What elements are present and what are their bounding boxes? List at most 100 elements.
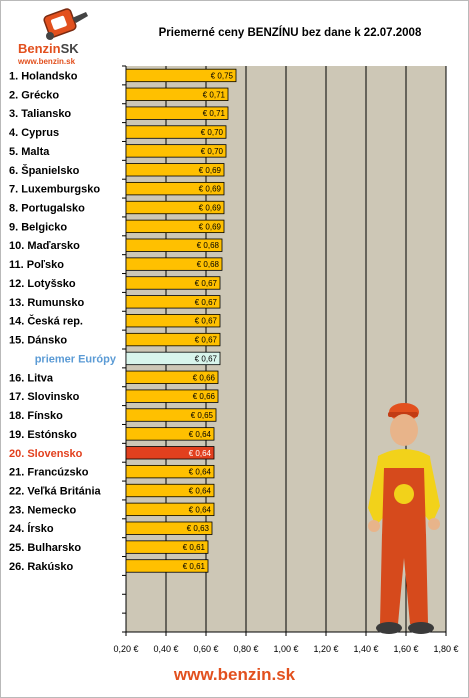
- bar: [125, 106, 229, 120]
- bar: [125, 257, 223, 271]
- bar: [125, 408, 217, 422]
- bar: [125, 351, 221, 366]
- bar-value-label: € 0,66: [193, 373, 216, 382]
- category-label: 13. Rumunsko: [9, 297, 84, 309]
- category-label: 5. Malta: [9, 146, 50, 158]
- bar-value-label: € 0,64: [189, 487, 212, 496]
- bar-value-label: € 0,67: [195, 317, 218, 326]
- category-label: 8. Portugalsko: [9, 203, 85, 215]
- bar-value-label: € 0,61: [183, 562, 206, 571]
- category-label: 25. Bulharsko: [9, 542, 81, 554]
- x-tick-label: 1,20 €: [313, 644, 338, 654]
- category-label: 12. Lotyšsko: [9, 278, 76, 290]
- bar: [125, 389, 219, 403]
- bar-value-label: € 0,71: [203, 90, 226, 99]
- category-label: 20. Slovensko: [9, 448, 83, 460]
- x-tick-label: 1,60 €: [393, 644, 418, 654]
- bar-value-label: € 0,65: [191, 411, 214, 420]
- bar-value-label: € 0,71: [203, 109, 226, 118]
- category-label: 6. Španielsko: [9, 164, 80, 177]
- logo-url: www.benzin.sk: [18, 57, 76, 66]
- x-tick-label: 0,20 €: [113, 644, 138, 654]
- bar-value-label: € 0,67: [195, 298, 218, 307]
- bar-value-label: € 0,69: [199, 166, 222, 175]
- x-tick-label: 1,00 €: [273, 644, 298, 654]
- category-label: 9. Belgicko: [9, 221, 67, 233]
- category-label: 15. Dánsko: [9, 335, 67, 347]
- bar-value-label: € 0,68: [197, 241, 220, 250]
- logo-brand: Benzin: [18, 41, 61, 56]
- benzin-logo[interactable]: BenzinSK www.benzin.sk: [12, 8, 102, 68]
- category-label: 19. Estónsko: [9, 429, 77, 441]
- bar-value-label: € 0,70: [201, 147, 224, 156]
- bar: [125, 464, 215, 479]
- category-label: 3. Taliansko: [9, 108, 71, 120]
- bar: [125, 68, 237, 83]
- category-label: 10. Maďarsko: [9, 240, 80, 252]
- bar: [125, 276, 221, 290]
- category-label: 17. Slovinsko: [9, 391, 80, 403]
- bar: [125, 559, 209, 573]
- bar: [125, 87, 229, 101]
- bar: [125, 370, 219, 384]
- bar: [125, 219, 225, 234]
- chart-title: Priemerné ceny BENZÍNU bez dane k 22.07.…: [158, 27, 422, 39]
- category-label: 7. Luxemburgsko: [9, 184, 100, 196]
- x-tick-label: 1,80 €: [433, 644, 458, 654]
- category-label: 24. Írsko: [9, 522, 54, 535]
- bar-value-label: € 0,61: [183, 543, 206, 552]
- mascot-illustration: [368, 403, 440, 634]
- bar: [125, 427, 215, 441]
- category-label: 21. Francúzsko: [9, 467, 89, 479]
- bar-value-label: € 0,68: [197, 260, 220, 269]
- category-label: 23. Nemecko: [9, 504, 77, 516]
- bar-value-label: € 0,69: [199, 185, 222, 194]
- bar-value-label: € 0,70: [201, 128, 224, 137]
- bar-value-label: € 0,64: [189, 468, 212, 477]
- bar: [125, 540, 209, 554]
- bar: [125, 125, 227, 139]
- bar-value-label: € 0,67: [195, 336, 218, 345]
- bar: [125, 521, 213, 535]
- logo-suffix: SK: [60, 41, 79, 56]
- bar: [125, 181, 225, 196]
- bar: [125, 446, 215, 460]
- x-tick-label: 1,40 €: [353, 644, 378, 654]
- x-tick-label: 0,60 €: [193, 644, 218, 654]
- bar: [125, 332, 221, 347]
- category-label: 4. Cyprus: [9, 127, 59, 139]
- bar-value-label: € 0,75: [211, 71, 234, 80]
- bar-value-label: € 0,69: [199, 204, 222, 213]
- bar-value-label: € 0,67: [195, 279, 218, 288]
- category-label: 14. Česká rep.: [9, 315, 83, 328]
- bar-value-label: € 0,66: [193, 392, 216, 401]
- category-label: 1. Holandsko: [9, 70, 78, 82]
- x-tick-label: 0,80 €: [233, 644, 258, 654]
- bar: [125, 238, 223, 252]
- bar-value-label: € 0,64: [189, 505, 212, 514]
- bar-value-label: € 0,69: [199, 222, 222, 231]
- footer-url[interactable]: www.benzin.sk: [173, 665, 296, 684]
- bar: [125, 200, 225, 215]
- category-label: priemer Európy: [35, 353, 117, 365]
- bar: [125, 295, 221, 309]
- bar: [125, 502, 215, 517]
- category-label: 22. Veľká Británia: [9, 486, 102, 498]
- x-tick-label: 0,40 €: [153, 644, 178, 654]
- bar-value-label: € 0,67: [195, 354, 218, 363]
- fuel-nozzle-icon: [43, 8, 88, 40]
- category-label: 2. Grécko: [9, 89, 59, 101]
- bar-value-label: € 0,63: [187, 524, 210, 533]
- logo-text: BenzinSK: [18, 41, 79, 56]
- bar-value-label: € 0,64: [189, 430, 212, 439]
- bar: [125, 163, 225, 177]
- category-label: 26. Rakúsko: [9, 561, 73, 573]
- category-label: 11. Poľsko: [9, 259, 64, 271]
- bar: [125, 144, 227, 158]
- bar: [125, 483, 215, 498]
- category-label: 18. Fínsko: [9, 410, 63, 422]
- category-label: 16. Litva: [9, 372, 54, 384]
- bar: [125, 314, 221, 328]
- bar-value-label: € 0,64: [189, 449, 212, 458]
